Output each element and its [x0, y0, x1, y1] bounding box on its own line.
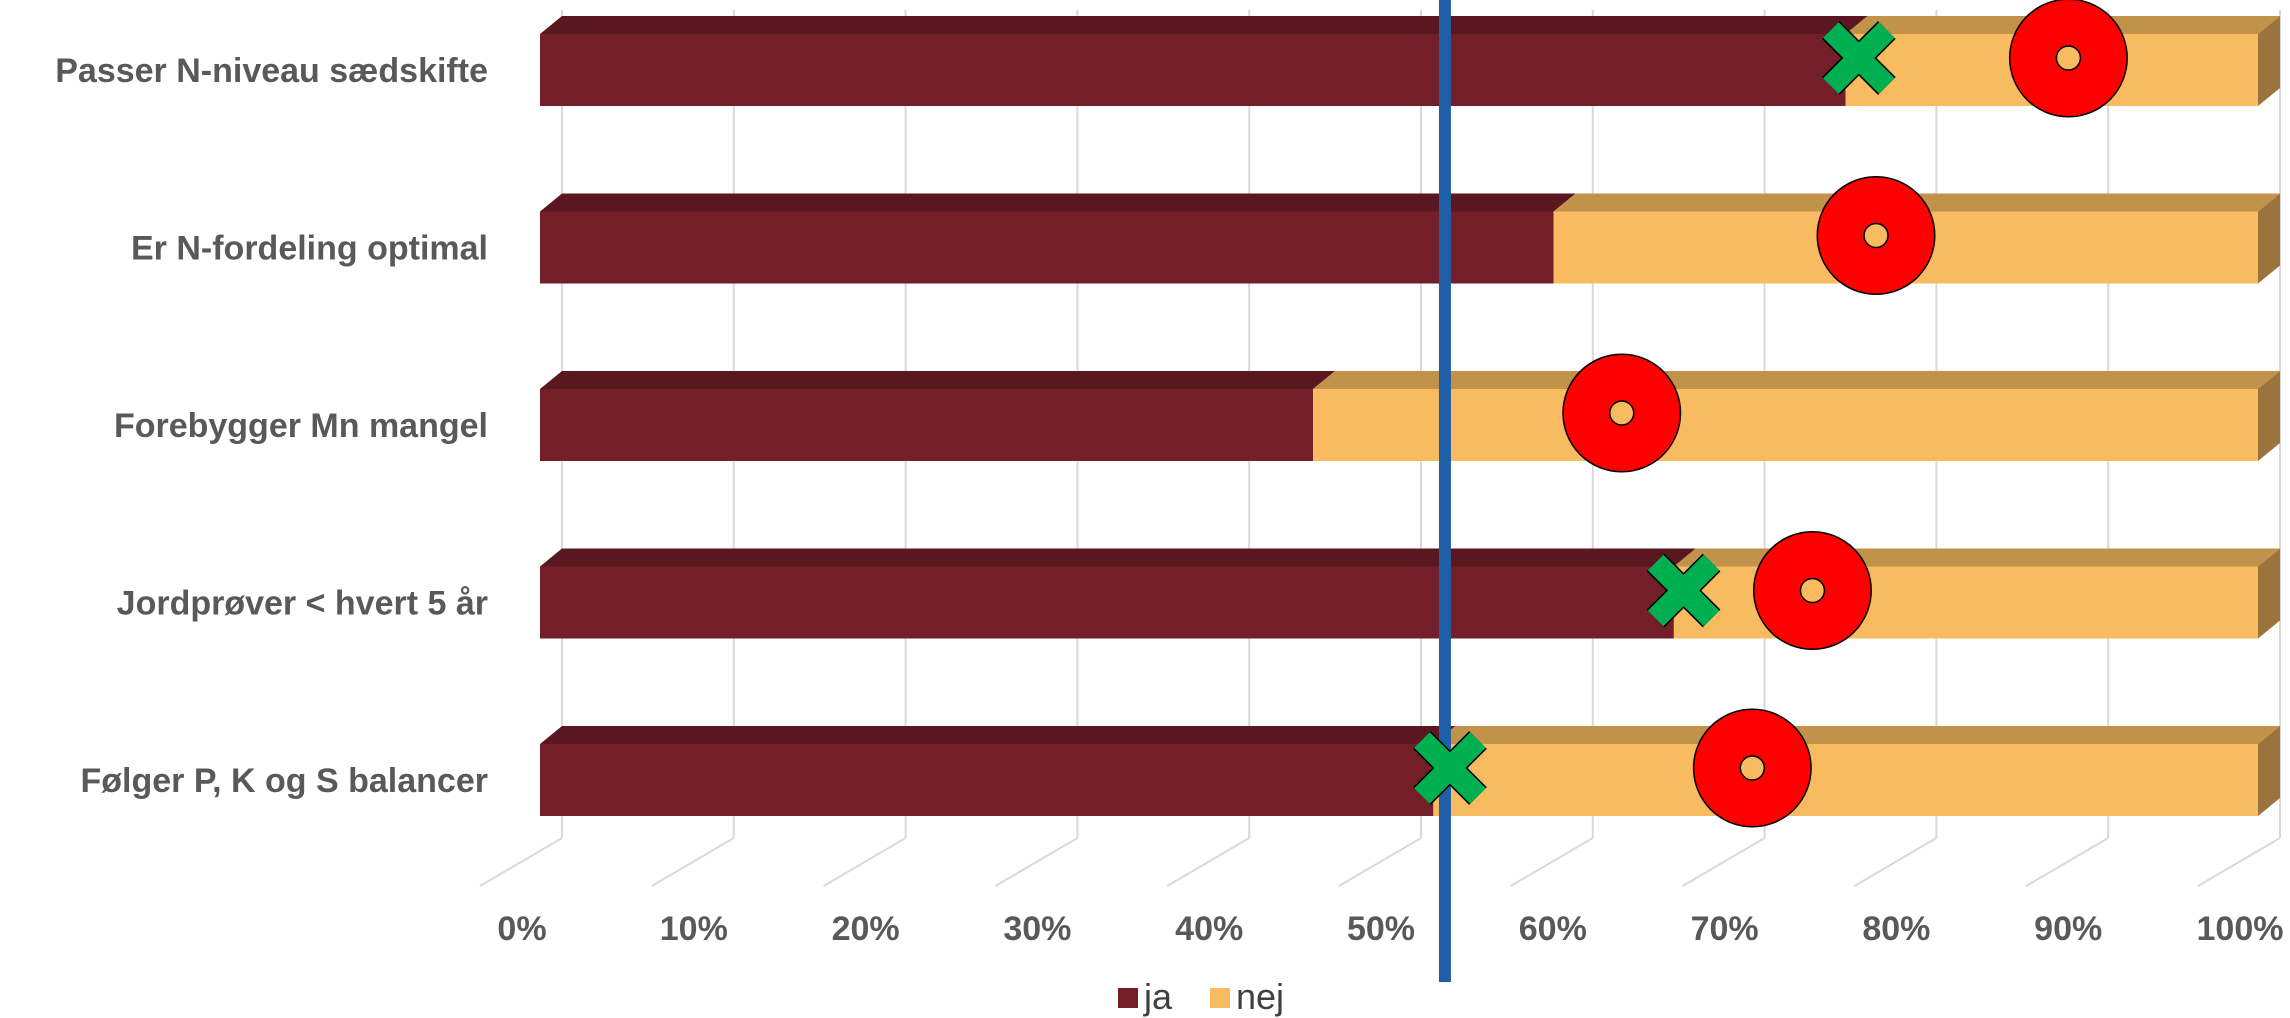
legend-label: ja: [1143, 976, 1173, 1017]
floor-gridline: [1510, 837, 1594, 887]
bar-ja: [540, 193, 1576, 284]
floor-gridline: [1853, 837, 1937, 887]
category-label: Følger P, K og S balancer: [81, 762, 489, 800]
x-tick-label: 10%: [660, 910, 728, 948]
circle-marker: [1752, 531, 1872, 650]
floor-gridline: [823, 837, 907, 887]
bar-nej: [1433, 726, 2280, 816]
category-label: Passer N-niveau sædskifte: [55, 52, 488, 90]
x-tick-label: 60%: [1519, 910, 1587, 948]
bar-ja: [540, 371, 1336, 461]
legend-label: nej: [1236, 976, 1284, 1017]
x-tick-label: 40%: [1175, 910, 1243, 948]
bar-nej: [1313, 371, 2280, 461]
x-tick-labels: 0% 10% 20% 30% 40% 50% 60% 70% 80% 90% 100%: [497, 910, 2283, 948]
category-label: Jordprøver < hvert 5 år: [117, 585, 488, 623]
category-label: Forebygger Mn mangel: [114, 407, 488, 445]
x-tick-label: 20%: [832, 910, 900, 948]
legend-swatch: [1210, 988, 1230, 1008]
floor-gridline: [479, 837, 563, 887]
legend-item: nej: [1210, 976, 1284, 1017]
floor-gridline: [2197, 837, 2281, 887]
x-tick-label: 50%: [1347, 910, 1415, 948]
category-labels: Passer N-niveau sædskifte Er N-fordeling …: [55, 52, 488, 800]
category-label: Er N-fordeling optimal: [131, 230, 488, 268]
circle-marker: [2008, 0, 2128, 118]
cross-marker: [1413, 731, 1487, 805]
bar-ja: [540, 548, 1696, 639]
floor-gridline: [651, 837, 735, 887]
x-tick-label: 80%: [1862, 910, 1930, 948]
circle-marker: [1692, 708, 1812, 828]
floor-gridline: [994, 837, 1078, 887]
x-tick-label: 100%: [2197, 910, 2284, 948]
cross-marker: [1821, 21, 1896, 95]
bars: [540, 16, 2280, 816]
floor-gridline: [2025, 837, 2109, 887]
x-tick-label: 90%: [2034, 910, 2102, 948]
cross-marker: [1646, 553, 1721, 628]
legend-swatch: [1118, 988, 1138, 1008]
legend: ja nej: [1118, 976, 1284, 1017]
floor-gridline: [1682, 837, 1766, 887]
x-tick-label: 0%: [497, 910, 546, 948]
floor-gridline: [1166, 837, 1250, 887]
legend-item: ja: [1118, 976, 1173, 1017]
floor-gridline: [1338, 837, 1422, 887]
circle-marker: [1562, 353, 1682, 473]
x-tick-label: 70%: [1691, 910, 1759, 948]
x-tick-label: 30%: [1003, 910, 1071, 948]
circle-marker: [1816, 176, 1936, 295]
bar-ja: [540, 16, 1868, 106]
markers: [1413, 0, 2128, 828]
bar-ja: [540, 726, 1456, 816]
